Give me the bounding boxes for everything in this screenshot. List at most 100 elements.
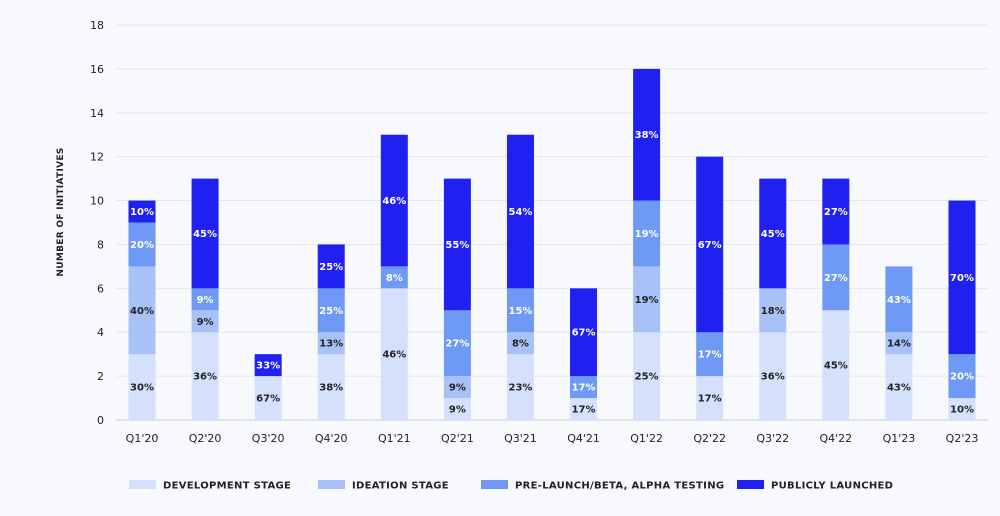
bar-segment [317,244,345,289]
bar-segment [380,266,408,289]
legend-item: IDEATION STAGE [318,480,449,492]
x-tick-label: Q2'23 [946,432,979,445]
bar-stack: 30% 40% 20% 10% [128,200,156,420]
y-tick-label: 12 [90,151,104,164]
y-tick-label: 14 [90,107,104,120]
data-label: 30% [130,383,154,394]
bar-segment [948,398,976,420]
legend: DEVELOPMENT STAGE IDEATION STAGE PRE-LAUNC… [129,480,893,492]
bar-segment [885,266,913,333]
legend-swatch [129,480,156,489]
bar-segment [948,354,976,399]
bar-segment [380,134,408,267]
data-label: 45% [824,361,848,372]
bar-segment [443,310,471,377]
bar-segment [696,332,724,377]
legend-swatch [737,480,764,489]
data-label: 20% [950,372,974,383]
gridlines [116,24,988,421]
bar-segment [191,288,219,311]
legend-swatch [318,480,345,489]
x-tick-label: Q3'20 [252,432,285,445]
bar-stack: 46% 8% 46% [380,134,408,420]
data-label: 46% [382,350,406,361]
x-tick-label: Q2'21 [441,432,474,445]
bar-stack: 67% 33% [254,354,282,420]
legend-item: DEVELOPMENT STAGE [129,480,291,492]
bar-stack: 17% 17% 67% [696,156,724,420]
bar-stack: 43% 14% 43% [885,266,913,420]
x-tick-label: Q1'23 [883,432,916,445]
bar-segment [254,354,282,377]
data-label: 20% [130,240,154,251]
bar-segment [506,134,534,289]
data-label: 9% [197,295,214,306]
y-tick-label: 6 [97,282,104,295]
data-label: 18% [761,306,785,317]
x-axis: Q1'20 Q2'20 Q3'20 Q4'20 Q1'21 Q2'21 Q3'21 Q4'21… [126,432,979,445]
data-label: 19% [635,229,659,240]
data-label: 17% [698,350,722,361]
x-tick-label: Q1'22 [630,432,663,445]
data-label: 13% [319,339,343,350]
x-tick-label: Q1'21 [378,432,411,445]
data-label: 25% [319,262,343,273]
bar-segment [759,178,787,289]
bar-stack: 25% 19% 19% 38% [633,68,661,420]
data-label: 36% [193,372,217,383]
bar-segment [506,354,534,420]
data-label: 8% [512,339,529,350]
bar-segment [128,200,156,223]
bar-segment [506,288,534,333]
y-tick-label: 8 [97,238,104,251]
bar-segment [570,376,598,399]
data-label: 25% [635,372,659,383]
x-tick-label: Q3'21 [504,432,537,445]
data-label: 27% [824,273,848,284]
bar-segment [128,266,156,355]
data-label: 54% [508,207,532,218]
bar-segment [191,332,219,420]
legend-item: PRE-LAUNCH/BETA, ALPHA TESTING [481,480,724,492]
data-label: 10% [950,405,974,416]
bar-segment [191,178,219,289]
bar-segment [759,288,787,333]
data-label: 67% [698,240,722,251]
x-tick-label: Q1'20 [126,432,159,445]
y-tick-label: 2 [97,370,104,383]
bar-stack: 10% 20% 70% [948,200,976,420]
bar-segment [317,288,345,333]
data-label: 9% [197,317,214,328]
y-tick-label: 18 [90,19,104,32]
data-label: 14% [887,339,911,350]
data-label: 45% [761,229,785,240]
data-label: 67% [256,394,280,405]
bar-segment [885,332,913,355]
x-tick-label: Q4'20 [315,432,348,445]
legend-label: DEVELOPMENT STAGE [163,481,291,492]
bar-segment [633,266,661,333]
bar-segment [443,398,471,420]
data-label: 36% [761,372,785,383]
data-label: 43% [887,383,911,394]
y-tick-label: 10 [90,195,104,208]
data-label: 27% [824,207,848,218]
data-label: 46% [382,196,406,207]
legend-item: PUBLICLY LAUNCHED [737,480,893,492]
x-tick-label: Q4'21 [567,432,600,445]
y-tick-label: 4 [97,326,104,339]
data-label: 45% [193,229,217,240]
bar-segment [822,244,850,311]
data-label: 67% [572,328,596,339]
bar-segment [633,68,661,201]
bar-segment [633,332,661,420]
bar-stack: 36% 18% 45% [759,178,787,420]
bar-stack: 17% 17% 67% [570,288,598,420]
legend-label: PUBLICLY LAUNCHED [771,481,893,492]
data-label: 43% [887,295,911,306]
bar-segment [317,332,345,355]
data-label: 17% [698,394,722,405]
bar-segment [506,332,534,355]
y-tick-label: 16 [90,63,104,76]
